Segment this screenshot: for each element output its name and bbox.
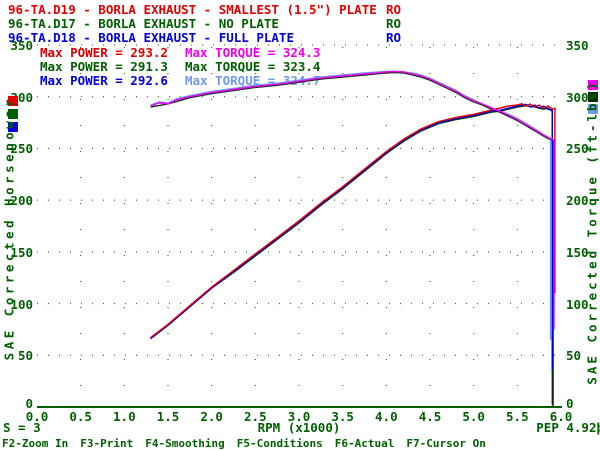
function-key-item[interactable]: F4-Smoothing <box>145 437 225 450</box>
x-axis-tick-label: 6.0 <box>549 409 573 424</box>
legend-max-power-value: Max POWER = 293.2 <box>40 45 168 60</box>
max-torque-marker <box>588 80 598 90</box>
x-axis-tick-label: 5.0 <box>462 409 485 424</box>
y-axis-tick-label: 200 <box>10 193 33 209</box>
y-axis-tick-label: 250 <box>566 141 589 157</box>
x-axis-tick-label: 4.5 <box>418 409 442 424</box>
run-suffix: RO <box>386 30 402 45</box>
x-axis-tick-label: 3.0 <box>287 409 311 424</box>
x-axis-tick-label: 1.5 <box>156 409 180 424</box>
run-suffix: RO <box>386 2 402 17</box>
y-axis-label-left: SAE Corrected Horsepower <box>1 95 17 361</box>
function-key-item[interactable]: F7-Cursor On <box>406 437 486 450</box>
run-file-and-description: 96-TA.D17 - BORLA EXHAUST - NO PLATE <box>8 16 279 31</box>
function-key-item[interactable]: F5-Conditions <box>236 437 323 450</box>
smoothing-status: S = 3 <box>3 420 41 435</box>
y-axis-tick-label: 150 <box>566 244 589 260</box>
max-torque-marker <box>588 104 598 114</box>
y-axis-label-right: SAE Corrected Torque (ft-lbs) <box>584 79 600 385</box>
max-torque-marker <box>588 92 598 102</box>
run-suffix: RO <box>386 16 402 31</box>
y-axis-tick-label: 350 <box>566 38 589 53</box>
legend-max-power-value: Max POWER = 292.6 <box>40 73 168 88</box>
function-key-item[interactable]: F2-Zoom In <box>2 437 69 450</box>
header-run-line: 96-TA.D17 - BORLA EXHAUST - NO PLATE RO <box>8 16 401 31</box>
x-axis-label: RPM (x1000) <box>257 420 341 435</box>
x-axis-tick-label: 5.5 <box>506 409 529 424</box>
run-file-and-description: 96-TA.D18 - BORLA EXHAUST - FULL PLATE <box>8 30 294 45</box>
x-axis-tick-label: 2.0 <box>200 409 223 424</box>
y-axis-tick-label: 100 <box>566 296 589 312</box>
torque-curve <box>150 71 554 407</box>
max-power-marker <box>8 122 18 132</box>
x-axis-tick-label: 0.0 <box>25 409 49 424</box>
y-axis-tick-label: 50 <box>17 348 33 364</box>
function-key-item[interactable]: F6-Actual <box>334 437 395 450</box>
legend-max-torque-value: Max TORQUE = 324.3 <box>185 45 321 60</box>
function-key-item[interactable]: F3-Print <box>80 437 134 450</box>
y-axis-tick-label: 150 <box>10 244 33 260</box>
power-curve <box>150 103 553 371</box>
legend-max-torque-value: Max TORQUE = 323.4 <box>185 59 321 74</box>
legend-max-power-value: Max POWER = 291.3 <box>40 59 168 74</box>
max-power-marker <box>8 96 18 106</box>
function-key-bar: F2-Zoom In F3-Print F4-Smoothing F5-Conditi… <box>2 437 498 450</box>
y-axis-tick-label: 300 <box>566 89 589 105</box>
x-axis-tick-label: 1.0 <box>113 409 136 424</box>
y-axis-tick-label: 250 <box>10 141 33 157</box>
power-curve <box>150 102 556 339</box>
y-axis-tick-label: 50 <box>566 348 582 364</box>
header-run-line: 96-TA.D18 - BORLA EXHAUST - FULL PLATE RO <box>8 30 401 45</box>
max-power-marker <box>8 109 18 119</box>
header-run-line: 96-TA.D19 - BORLA EXHAUST - SMALLEST (1.… <box>8 2 401 17</box>
y-axis-tick-label: 100 <box>10 296 33 312</box>
x-axis-tick-label: 2.5 <box>244 409 267 424</box>
y-axis-tick-label: 0 <box>566 396 574 411</box>
x-axis-tick-label: 3.5 <box>331 409 354 424</box>
x-axis-tick-label: 0.5 <box>69 409 92 424</box>
pep-version-label: PEP 4.92þ <box>536 420 600 435</box>
x-axis-tick-label: 4.0 <box>375 409 398 424</box>
run-file-and-description: 96-TA.D19 - BORLA EXHAUST - SMALLEST (1.… <box>8 2 377 17</box>
y-axis-tick-label: 200 <box>566 193 589 209</box>
torque-curve <box>150 70 555 330</box>
y-axis-tick-label: 0 <box>25 396 33 411</box>
y-axis-tick-label: 350 <box>10 38 33 53</box>
power-curve <box>150 104 553 405</box>
